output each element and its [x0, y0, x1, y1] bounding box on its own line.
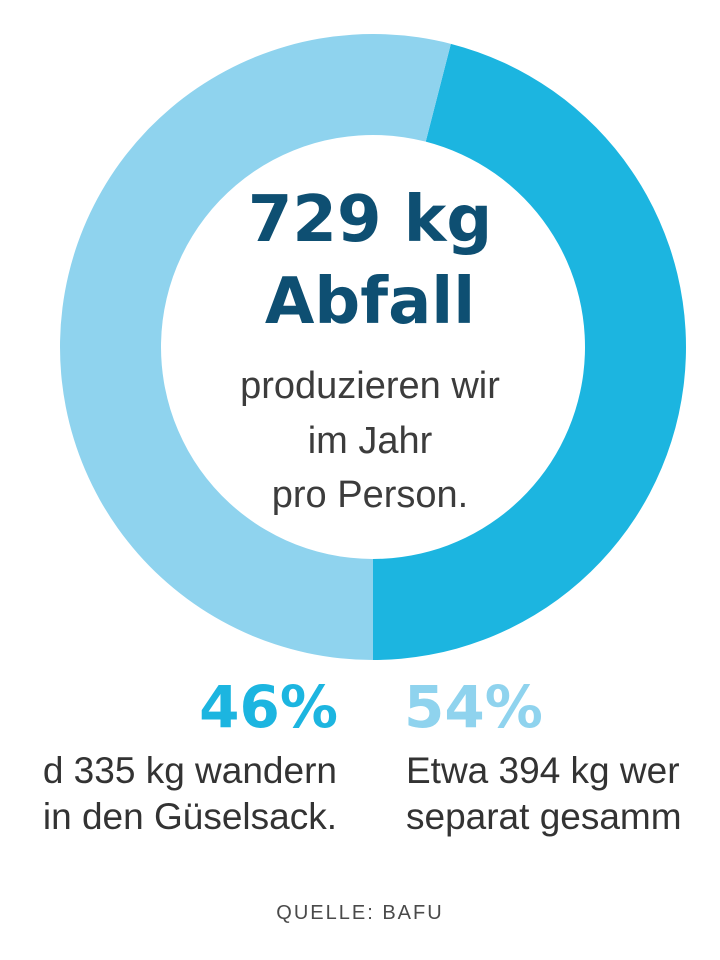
- slice-residual-waste: [373, 43, 686, 660]
- center-text-line-3: pro Person.: [271, 474, 469, 516]
- center-text-line-1: produzieren wir: [240, 365, 500, 407]
- donut-chart: [60, 34, 686, 660]
- total-title: Abfall: [160, 270, 580, 334]
- slice-separate-collection: [60, 34, 451, 660]
- percent-label-residual: 46%: [199, 673, 338, 741]
- percent-label-separate: 54%: [404, 673, 543, 741]
- waste-label: Abfall: [264, 265, 476, 339]
- total-amount: 729 kg: [160, 188, 580, 252]
- separate-desc-line-1: Etwa 394 kg wer: [406, 750, 680, 791]
- total-kg: 729 kg: [247, 183, 493, 257]
- separate-desc-line-2: separat gesamm: [406, 796, 682, 837]
- source-note: QUELLE: BAFU: [276, 902, 444, 924]
- residual-desc-line-2: in den Güselsack.: [42, 796, 337, 837]
- residual-desc-line-1: d 335 kg wandern: [42, 750, 337, 791]
- center-text-line-2: im Jahr: [307, 420, 433, 462]
